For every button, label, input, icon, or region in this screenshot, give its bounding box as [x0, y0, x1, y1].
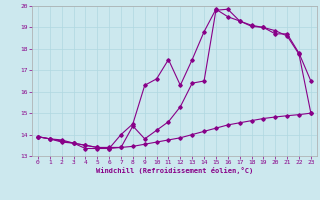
X-axis label: Windchill (Refroidissement éolien,°C): Windchill (Refroidissement éolien,°C) [96, 167, 253, 174]
